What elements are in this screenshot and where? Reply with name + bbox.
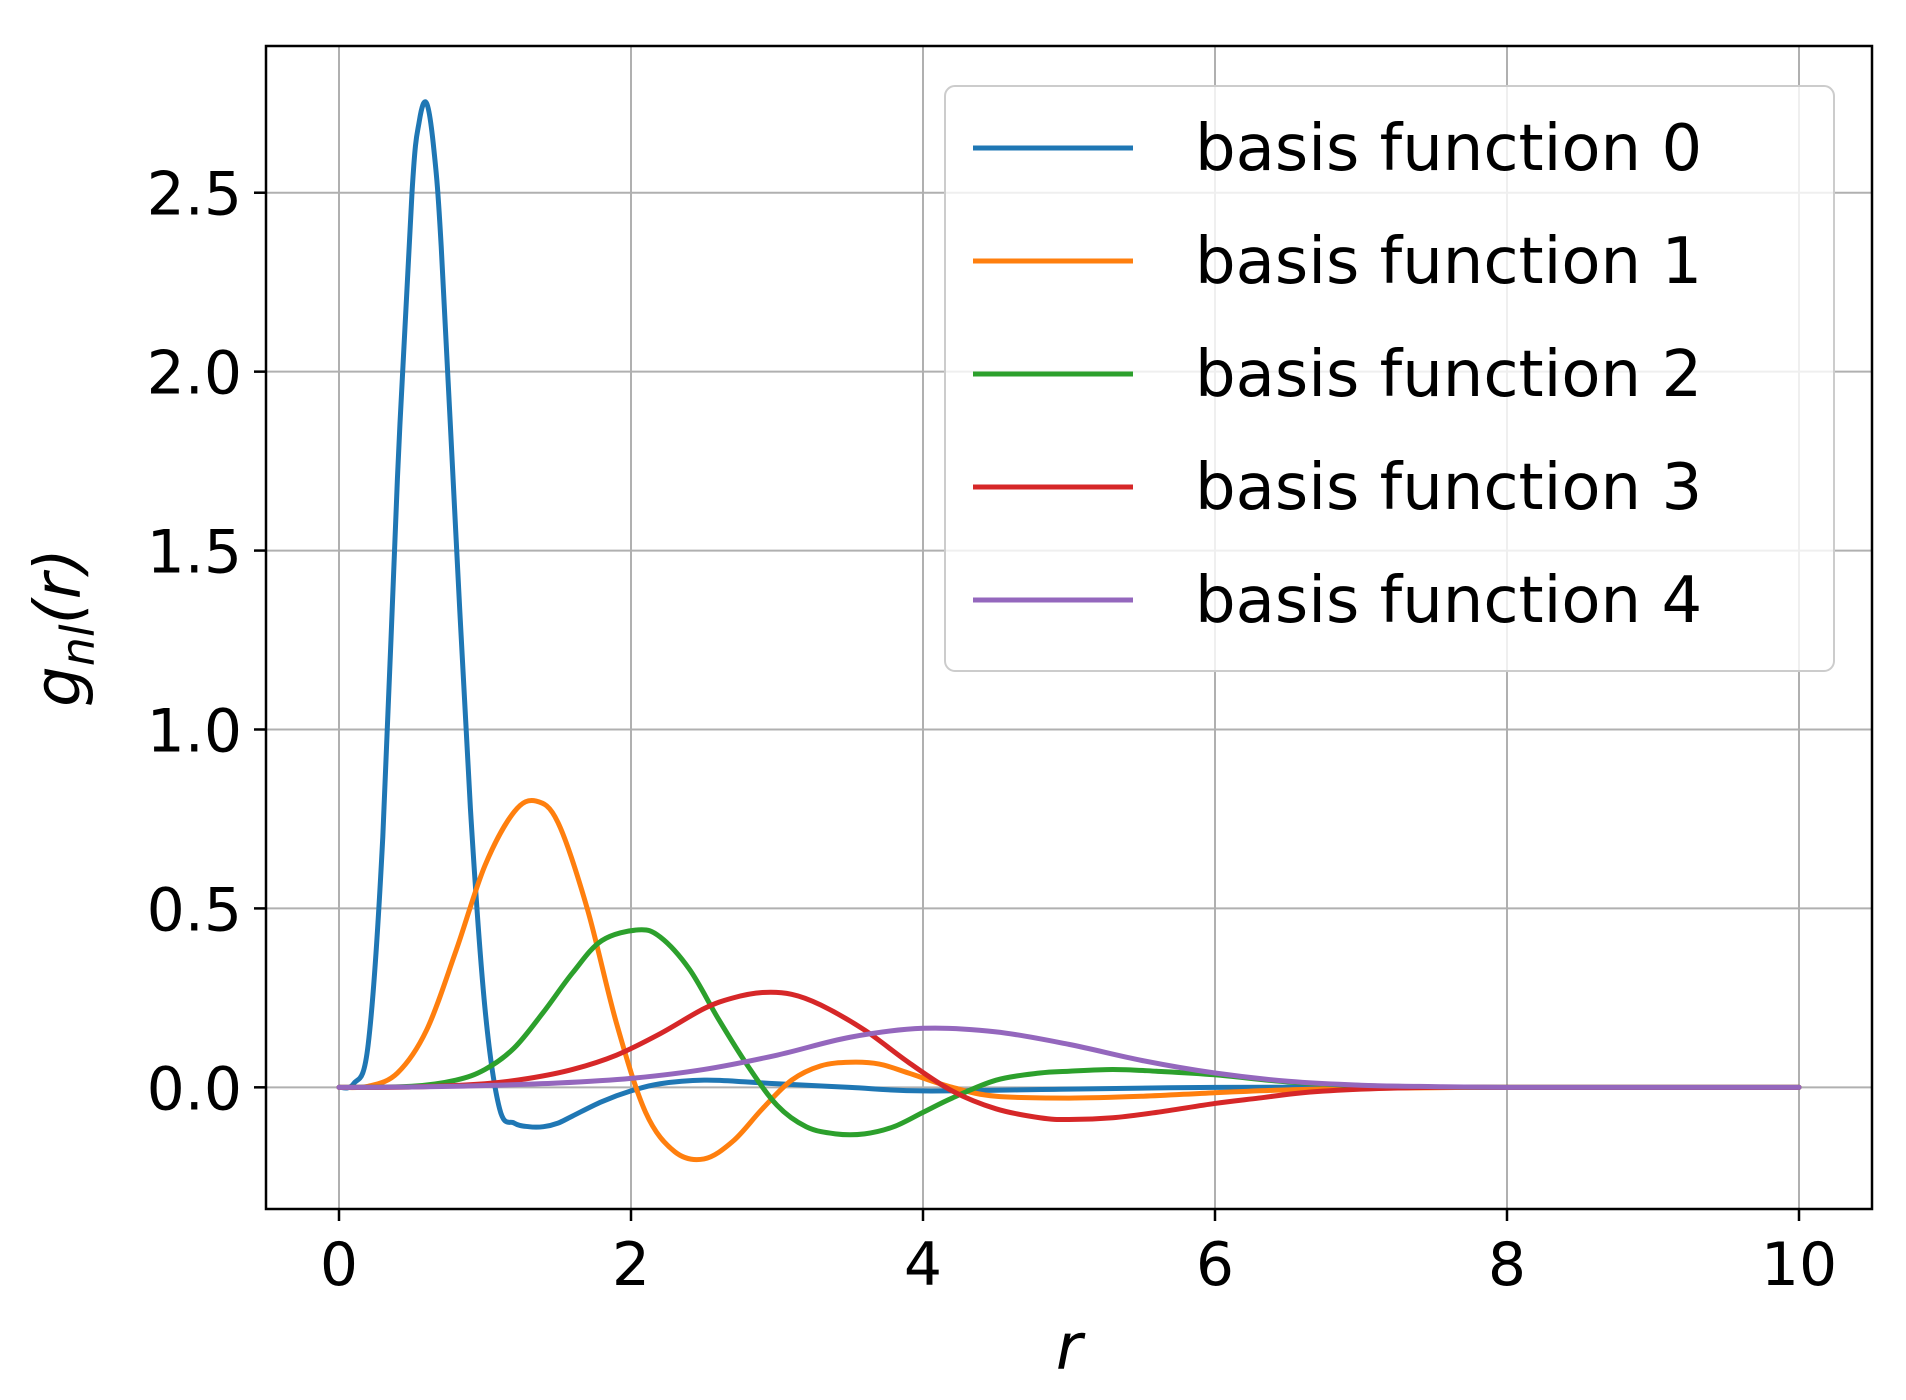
x-tick-label: 6 (1196, 1230, 1234, 1300)
series-line-4 (336, 1025, 1802, 1090)
y-tick-label: 1.5 (147, 518, 242, 588)
x-tick-label: 10 (1761, 1230, 1837, 1300)
legend-label-4: basis function 4 (1195, 564, 1702, 638)
legend-label-3: basis function 3 (1195, 451, 1702, 525)
legend: basis function 0 basis function 1 basis fu… (944, 85, 1835, 672)
y-axis-label-argument: (r) (22, 548, 96, 624)
series-line-1 (336, 797, 1802, 1163)
series-line-2 (336, 927, 1802, 1138)
axis-ticks: 0 2 4 6 8 10 0.0 0.5 1.0 1.5 2.0 2.5 (147, 160, 1838, 1300)
y-tick-label: 2.0 (147, 339, 242, 409)
legend-label-0: basis function 0 (1195, 112, 1702, 186)
plot-frame (264, 44, 1874, 1211)
y-axis-label-main: g (22, 666, 96, 707)
plot-area (336, 99, 1802, 1163)
legend-box (944, 85, 1835, 672)
legend-label-2: basis function 2 (1195, 338, 1702, 412)
x-axis-label: r (1056, 1311, 1086, 1385)
y-axis-label: gnl(r) (22, 548, 105, 707)
x-tick-label: 0 (320, 1230, 358, 1300)
y-tick-label: 0.0 (147, 1054, 242, 1124)
y-tick-label: 0.5 (147, 875, 242, 945)
x-tick-label: 8 (1488, 1230, 1526, 1300)
x-tick-label: 4 (904, 1230, 942, 1300)
legend-label-1: basis function 1 (1195, 225, 1702, 299)
series-line-0 (336, 99, 1802, 1130)
y-tick-label: 2.5 (147, 160, 242, 230)
y-tick-label: 1.0 (147, 696, 242, 766)
y-axis-label-subscript: nl (51, 624, 105, 666)
x-tick-label: 2 (612, 1230, 650, 1300)
